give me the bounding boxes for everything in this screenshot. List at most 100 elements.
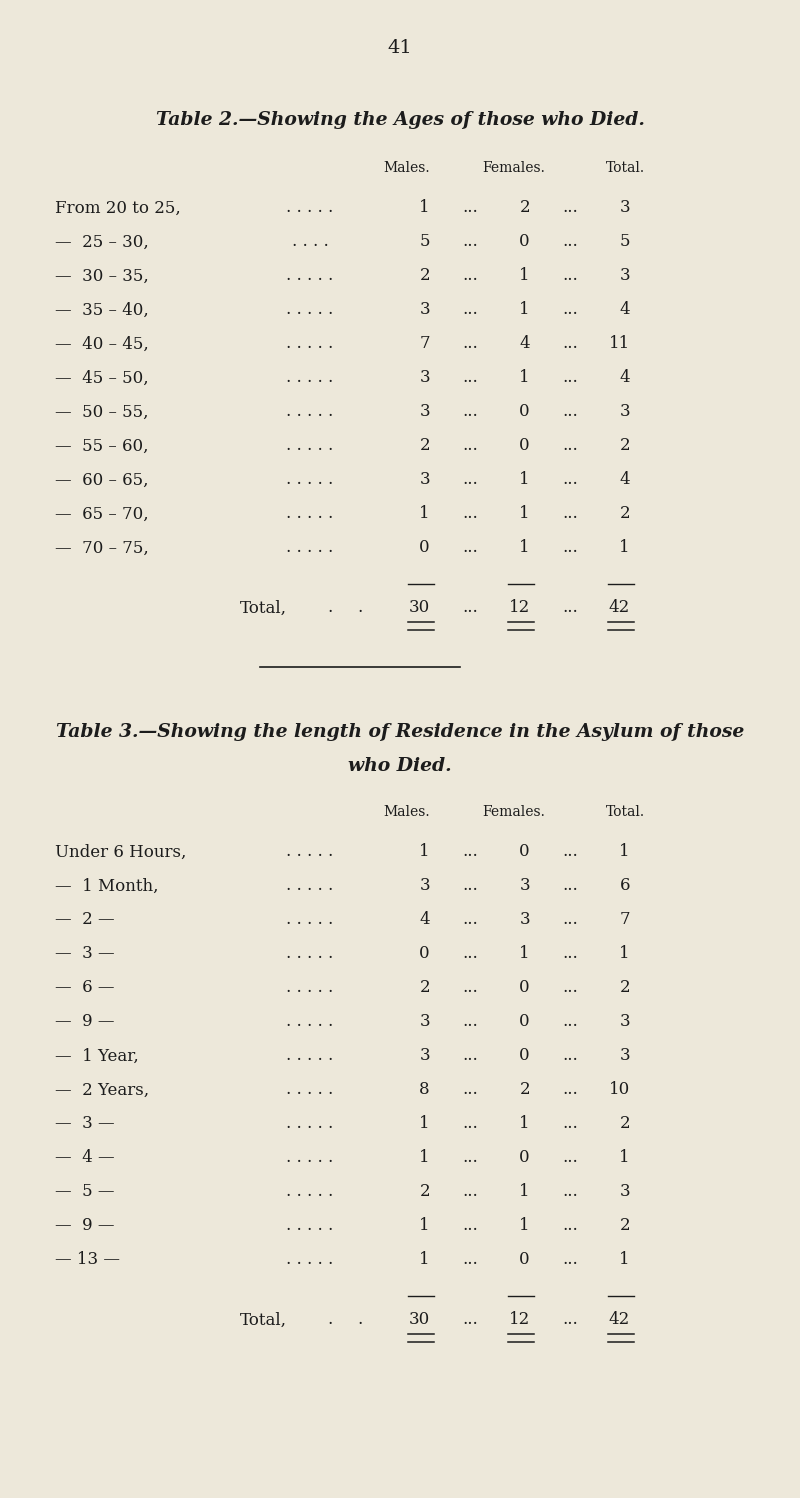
Text: .: . — [327, 599, 333, 617]
Text: 1: 1 — [419, 1251, 430, 1269]
Text: ...: ... — [462, 539, 478, 556]
Text: 3: 3 — [419, 301, 430, 319]
Text: 0: 0 — [519, 1047, 530, 1065]
Text: 0: 0 — [519, 980, 530, 996]
Text: 1: 1 — [519, 268, 530, 285]
Text: . . . . .: . . . . . — [286, 1047, 334, 1065]
Text: 42: 42 — [609, 1312, 630, 1329]
Text: 41: 41 — [388, 39, 412, 57]
Text: ...: ... — [462, 336, 478, 352]
Text: 1: 1 — [619, 1149, 630, 1167]
Text: .: . — [358, 599, 362, 617]
Text: Males.: Males. — [383, 160, 430, 175]
Text: ...: ... — [562, 1116, 578, 1132]
Text: —  5 —: — 5 — — [55, 1183, 114, 1200]
Text: —  3 —: — 3 — — [55, 945, 114, 963]
Text: . . . . .: . . . . . — [286, 301, 334, 319]
Text: 3: 3 — [519, 878, 530, 894]
Text: —  2 —: — 2 — — [55, 911, 114, 929]
Text: 1: 1 — [519, 301, 530, 319]
Text: ...: ... — [462, 1116, 478, 1132]
Text: 2: 2 — [519, 1082, 530, 1098]
Text: 3: 3 — [419, 403, 430, 421]
Text: ...: ... — [562, 301, 578, 319]
Text: 0: 0 — [519, 403, 530, 421]
Text: 11: 11 — [609, 336, 630, 352]
Text: 2: 2 — [619, 1218, 630, 1234]
Text: ...: ... — [562, 1082, 578, 1098]
Text: 4: 4 — [619, 472, 630, 488]
Text: 30: 30 — [409, 599, 430, 617]
Text: . . . . .: . . . . . — [286, 1116, 334, 1132]
Text: ...: ... — [562, 1183, 578, 1200]
Text: 3: 3 — [619, 1183, 630, 1200]
Text: . . . . .: . . . . . — [286, 843, 334, 860]
Text: 4: 4 — [619, 301, 630, 319]
Text: 5: 5 — [419, 234, 430, 250]
Text: ...: ... — [462, 234, 478, 250]
Text: 3: 3 — [619, 1014, 630, 1031]
Text: 1: 1 — [519, 1183, 530, 1200]
Text: 3: 3 — [619, 403, 630, 421]
Text: ...: ... — [562, 1047, 578, 1065]
Text: ...: ... — [562, 945, 578, 963]
Text: 30: 30 — [409, 1312, 430, 1329]
Text: . . . . .: . . . . . — [286, 1014, 334, 1031]
Text: Total.: Total. — [606, 804, 645, 819]
Text: ...: ... — [462, 945, 478, 963]
Text: —  9 —: — 9 — — [55, 1014, 114, 1031]
Text: . . . . .: . . . . . — [286, 370, 334, 386]
Text: Females.: Females. — [482, 804, 545, 819]
Text: 2: 2 — [419, 1183, 430, 1200]
Text: 2: 2 — [419, 980, 430, 996]
Text: 7: 7 — [419, 336, 430, 352]
Text: —  65 – 70,: — 65 – 70, — [55, 505, 149, 523]
Text: 6: 6 — [619, 878, 630, 894]
Text: 3: 3 — [419, 1047, 430, 1065]
Text: —  1 Month,: — 1 Month, — [55, 878, 158, 894]
Text: 3: 3 — [419, 370, 430, 386]
Text: 2: 2 — [619, 1116, 630, 1132]
Text: Table 3.—Showing the length of Residence in the Asylum of those: Table 3.—Showing the length of Residence… — [56, 724, 744, 742]
Text: —  50 – 55,: — 50 – 55, — [55, 403, 149, 421]
Text: 3: 3 — [419, 1014, 430, 1031]
Text: 1: 1 — [419, 1149, 430, 1167]
Text: 2: 2 — [619, 505, 630, 523]
Text: ...: ... — [462, 1251, 478, 1269]
Text: 1: 1 — [419, 1116, 430, 1132]
Text: ...: ... — [462, 370, 478, 386]
Text: 3: 3 — [619, 268, 630, 285]
Text: ...: ... — [462, 1082, 478, 1098]
Text: . . . . .: . . . . . — [286, 1218, 334, 1234]
Text: ...: ... — [462, 843, 478, 860]
Text: —  45 – 50,: — 45 – 50, — [55, 370, 149, 386]
Text: 1: 1 — [419, 505, 430, 523]
Text: —  9 —: — 9 — — [55, 1218, 114, 1234]
Text: .: . — [358, 1312, 362, 1329]
Text: ...: ... — [562, 505, 578, 523]
Text: 2: 2 — [419, 268, 430, 285]
Text: Under 6 Hours,: Under 6 Hours, — [55, 843, 186, 860]
Text: ...: ... — [562, 268, 578, 285]
Text: ...: ... — [562, 336, 578, 352]
Text: ...: ... — [462, 1149, 478, 1167]
Text: 5: 5 — [619, 234, 630, 250]
Text: —  55 – 60,: — 55 – 60, — [55, 437, 149, 454]
Text: —  40 – 45,: — 40 – 45, — [55, 336, 149, 352]
Text: ...: ... — [562, 370, 578, 386]
Text: 0: 0 — [519, 1149, 530, 1167]
Text: 0: 0 — [519, 234, 530, 250]
Text: 4: 4 — [619, 370, 630, 386]
Text: 42: 42 — [609, 599, 630, 617]
Text: .: . — [327, 1312, 333, 1329]
Text: —  6 —: — 6 — — [55, 980, 114, 996]
Text: 4: 4 — [419, 911, 430, 929]
Text: 2: 2 — [419, 437, 430, 454]
Text: ...: ... — [562, 199, 578, 217]
Text: 1: 1 — [519, 505, 530, 523]
Text: . . . . .: . . . . . — [286, 268, 334, 285]
Text: ...: ... — [462, 980, 478, 996]
Text: 1: 1 — [419, 199, 430, 217]
Text: Table 2.—Showing the Ages of those who Died.: Table 2.—Showing the Ages of those who D… — [155, 111, 645, 129]
Text: 0: 0 — [519, 437, 530, 454]
